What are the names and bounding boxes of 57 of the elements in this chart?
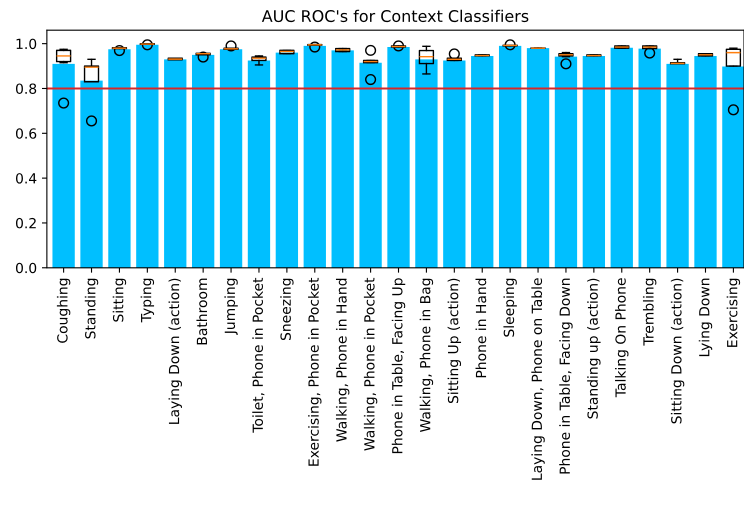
bar [248,60,270,268]
y-tick-label: 0.6 [16,128,36,139]
bar [80,80,103,268]
x-tick-label: Walking, Phone in Bag [420,278,434,432]
y-tick-label: 0.0 [16,262,36,274]
bar [136,44,158,268]
bar [526,48,550,268]
bar [108,49,131,268]
bar [554,56,578,268]
x-tick-label: Sitting [112,278,126,322]
bar [498,46,522,268]
x-tick-label: Phone in Table, Facing Up [392,278,406,454]
x-tick-label: Laying Down, Phone on Table [531,278,545,480]
x-tick-label: Walking, Phone in Pocket [364,278,378,451]
bar [582,56,606,268]
bar [387,47,410,268]
x-tick-label: Toilet, Phone in Pocket [252,278,264,433]
bar [52,64,75,268]
bar [722,66,744,268]
y-tick-label: 0.4 [16,173,36,184]
x-tick-label: Sneezing [280,278,294,340]
x-tick-label: Exercising, Phone in Pocket [308,278,322,466]
x-tick-label: Walking, Phone in Hand [336,278,350,442]
bar [610,48,633,268]
x-tick-label: Talking On Phone [615,278,628,398]
x-tick-label: Bathroom [196,278,208,344]
y-tick-label: 1.0 [16,38,36,50]
x-tick-label: Standing [84,278,98,338]
bar [276,52,298,268]
bar [415,59,438,268]
x-tick-label: Coughing [56,278,70,343]
x-tick-label: Sleeping [503,278,517,337]
x-tick-label: Typing [140,278,154,322]
x-tick-label: Laying Down (action) [168,278,182,424]
x-tick-label: Phone in Hand [476,278,486,378]
x-tick-label: Jumping [224,278,238,335]
x-tick-label: Lying Down [698,278,712,356]
bar [443,60,466,268]
y-tick-label: 0.2 [16,218,36,228]
y-tick-label: 0.8 [16,83,36,94]
x-tick-label: Trembling [642,278,656,346]
bar [359,62,382,268]
bar [220,49,242,268]
bar [164,59,186,268]
bar [304,46,326,268]
bar [192,54,214,268]
x-tick-label: Sitting Up (action) [448,278,462,404]
bar [694,56,717,268]
x-tick-label: Phone in Table, Facing Down [559,278,573,474]
bar [666,64,689,268]
bar [332,50,354,268]
x-tick-label: Exercising [726,278,740,347]
bar [471,56,494,268]
bar [638,48,661,268]
x-tick-label: Standing up (action) [587,278,601,418]
x-tick-label: Sitting Down (action) [670,278,684,424]
chart-title: AUC ROC's for Context Classifiers [262,10,528,22]
